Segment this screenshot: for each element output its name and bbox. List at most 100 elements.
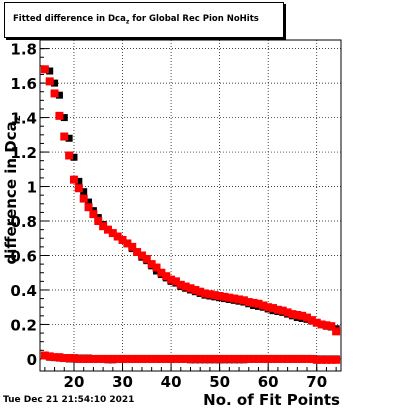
data-point — [113, 354, 122, 363]
data-point — [60, 114, 68, 122]
data-point — [288, 354, 297, 363]
data-point — [327, 322, 336, 331]
data-point — [60, 354, 69, 363]
data-point — [186, 284, 195, 293]
data-point — [303, 354, 312, 363]
data-point — [162, 354, 171, 363]
data-point — [89, 210, 98, 219]
data-point — [65, 134, 73, 142]
data-point — [298, 311, 307, 320]
data-point — [142, 354, 151, 363]
data-point — [249, 298, 258, 307]
data-point — [94, 217, 103, 226]
data-point — [55, 111, 64, 120]
data-point — [327, 355, 336, 364]
data-point — [201, 289, 210, 298]
data-point — [69, 175, 78, 184]
data-point — [74, 354, 83, 363]
data-point — [171, 354, 180, 363]
data-point — [293, 310, 302, 319]
x-tick-label: 30 — [112, 373, 133, 391]
data-point — [157, 354, 166, 363]
data-point — [196, 287, 205, 296]
data-point — [74, 184, 83, 193]
data-markers — [40, 65, 341, 364]
data-point — [269, 354, 278, 363]
data-point — [176, 280, 185, 289]
data-point — [79, 354, 88, 363]
timestamp: Tue Dec 21 21:54:10 2021 — [3, 395, 135, 405]
data-point — [128, 242, 137, 251]
data-point — [123, 354, 132, 363]
data-point — [288, 310, 297, 319]
y-tick-label: 1.6 — [10, 75, 37, 93]
data-point — [103, 225, 112, 234]
data-point — [99, 354, 108, 363]
data-point — [225, 354, 234, 363]
data-point — [60, 132, 69, 141]
data-point — [269, 304, 278, 313]
x-tick-label: 40 — [161, 373, 182, 391]
data-point — [283, 354, 292, 363]
data-point — [322, 321, 331, 330]
data-point — [171, 277, 180, 286]
data-point — [317, 320, 326, 329]
y-tick-label: 0.6 — [10, 247, 37, 265]
data-point — [89, 354, 98, 363]
data-point — [40, 65, 49, 74]
data-point — [46, 67, 54, 75]
data-point — [167, 275, 176, 284]
data-point — [201, 354, 210, 363]
data-point — [84, 203, 93, 212]
x-tick-label: 60 — [258, 373, 279, 391]
data-point — [220, 292, 229, 301]
data-point — [118, 354, 127, 363]
data-point — [264, 354, 273, 363]
data-point — [40, 351, 49, 360]
data-point — [264, 303, 273, 312]
data-point — [94, 354, 103, 363]
data-point — [133, 354, 142, 363]
data-point — [235, 295, 244, 304]
x-axis-label: No. of Fit Points — [203, 391, 340, 409]
data-point — [191, 285, 200, 294]
data-point — [259, 354, 268, 363]
chart-title: Fitted difference in Dcaz for Global Rec… — [13, 14, 259, 26]
data-point — [249, 354, 258, 363]
data-point — [312, 355, 321, 364]
data-point — [50, 353, 59, 362]
y-tick-label: 1.8 — [10, 41, 37, 59]
data-point — [210, 291, 219, 300]
data-point — [181, 282, 190, 291]
chart-title-box: Fitted difference in Dcaz for Global Rec… — [4, 2, 284, 38]
data-point — [45, 77, 54, 86]
data-point — [273, 305, 282, 314]
data-point — [303, 313, 312, 322]
y-tick-label: 1.2 — [10, 144, 37, 162]
data-point — [137, 251, 146, 260]
tick-labels: 0 0.2 0.4 0.6 0.8 1 1.2 1.4 1.6 1.8 20 30 40 50 60 70 — [10, 41, 327, 391]
data-point — [147, 354, 156, 363]
data-point — [45, 352, 54, 361]
data-point — [278, 306, 287, 315]
data-point — [196, 354, 205, 363]
data-point — [215, 292, 224, 301]
data-point — [298, 354, 307, 363]
data-point — [133, 248, 142, 257]
x-tick-label: 50 — [209, 373, 230, 391]
data-point — [70, 153, 78, 161]
data-point — [55, 91, 63, 99]
data-point — [220, 354, 229, 363]
data-point — [230, 354, 239, 363]
y-tick-label: 0.4 — [10, 282, 37, 300]
data-point — [239, 354, 248, 363]
data-point — [84, 354, 93, 363]
data-point — [85, 198, 93, 206]
data-point — [103, 354, 112, 363]
data-point — [51, 79, 59, 87]
data-point — [215, 354, 224, 363]
data-point — [225, 293, 234, 302]
data-point — [147, 260, 156, 269]
data-point — [108, 229, 117, 238]
data-point — [152, 263, 161, 272]
